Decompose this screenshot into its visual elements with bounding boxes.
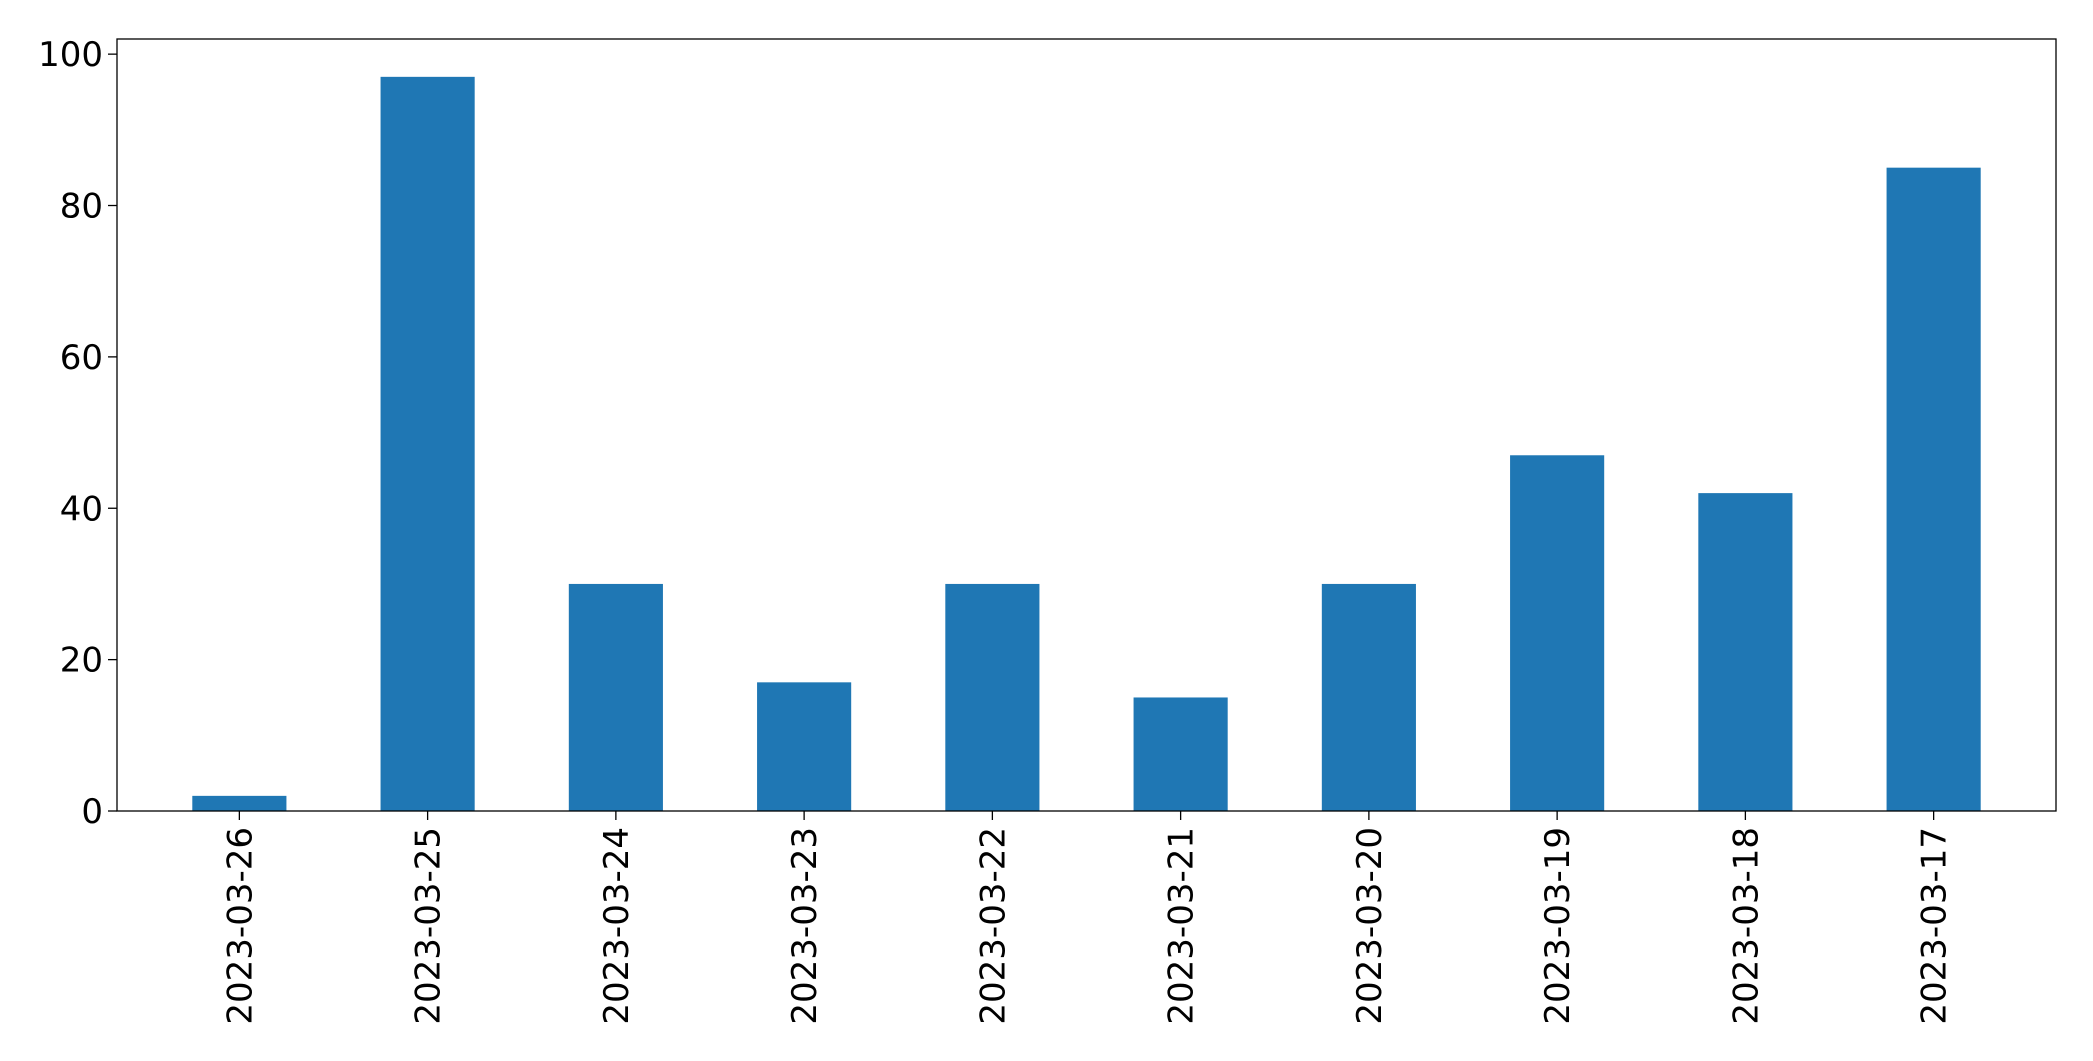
x-tick-label: 2023-03-26 (220, 827, 260, 1025)
bar-2023-03-21 (1133, 697, 1228, 811)
bar-2023-03-24 (568, 583, 663, 811)
bar-2023-03-22 (945, 583, 1040, 811)
y-tick-label: 20 (60, 641, 103, 681)
bar-2023-03-23 (757, 682, 852, 811)
bars-layer (192, 76, 1981, 812)
axes-frame (116, 38, 2057, 812)
y-tick-label: 0 (81, 792, 103, 832)
y-axis: 0 20 40 60 80 100 (38, 35, 117, 832)
y-tick-label: 60 (60, 338, 103, 378)
x-tick-label: 2023-03-25 (409, 827, 449, 1025)
x-tick-label: 2023-03-18 (1726, 827, 1766, 1025)
x-axis: 2023-03-26 2023-03-25 2023-03-24 2023-03-23… (220, 811, 1955, 1025)
x-tick-label: 2023-03-17 (1915, 827, 1955, 1025)
x-tick-label: 2023-03-22 (973, 827, 1013, 1025)
x-tick-label: 2023-03-21 (1162, 827, 1202, 1025)
bar-2023-03-18 (1698, 493, 1793, 811)
x-tick-label: 2023-03-24 (597, 827, 637, 1025)
x-tick-label: 2023-03-23 (785, 827, 825, 1025)
y-tick-label: 40 (60, 489, 103, 529)
y-tick-label: 100 (38, 35, 103, 75)
bar-2023-03-19 (1510, 455, 1605, 811)
y-tick-label: 80 (60, 187, 103, 227)
x-tick-label: 2023-03-19 (1538, 827, 1578, 1025)
bar-2023-03-25 (380, 76, 475, 812)
bar-2023-03-20 (1321, 583, 1416, 811)
bar-2023-03-17 (1886, 167, 1981, 812)
x-tick-label: 2023-03-20 (1350, 827, 1390, 1025)
bar-2023-03-26 (192, 795, 287, 811)
